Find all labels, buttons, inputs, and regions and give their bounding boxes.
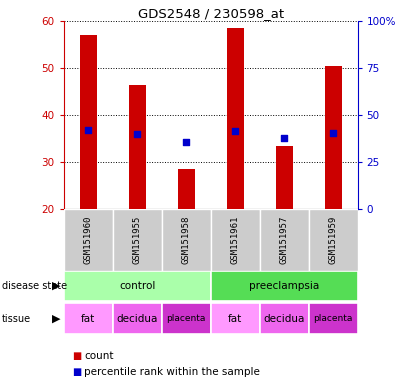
Bar: [309, 303, 358, 334]
Text: preeclampsia: preeclampsia: [249, 281, 319, 291]
Bar: [226, 28, 244, 209]
Bar: [211, 209, 260, 271]
Text: decidua: decidua: [263, 314, 305, 324]
Bar: [325, 66, 342, 209]
Bar: [129, 84, 146, 209]
Point: [330, 130, 336, 136]
Bar: [260, 303, 309, 334]
Bar: [178, 169, 195, 209]
Bar: [64, 271, 210, 301]
Bar: [210, 271, 358, 301]
Text: control: control: [119, 281, 155, 291]
Point: [281, 135, 287, 141]
Point: [232, 128, 238, 134]
Point: [134, 131, 141, 137]
Text: disease state: disease state: [2, 281, 67, 291]
Bar: [260, 209, 309, 271]
Bar: [64, 209, 113, 271]
Text: GSM151961: GSM151961: [231, 216, 240, 264]
Text: GSM151959: GSM151959: [328, 216, 337, 264]
Bar: [113, 209, 162, 271]
Text: tissue: tissue: [2, 314, 31, 324]
Text: GSM151957: GSM151957: [279, 216, 289, 264]
Bar: [162, 209, 211, 271]
Text: placenta: placenta: [166, 314, 206, 323]
Text: GSM151955: GSM151955: [133, 216, 142, 264]
Text: fat: fat: [228, 314, 242, 324]
Text: fat: fat: [81, 314, 95, 324]
Point: [85, 127, 92, 133]
Text: ▶: ▶: [52, 281, 61, 291]
Text: ■: ■: [72, 351, 81, 361]
Bar: [64, 303, 113, 334]
Text: percentile rank within the sample: percentile rank within the sample: [84, 367, 260, 377]
Bar: [113, 303, 162, 334]
Title: GDS2548 / 230598_at: GDS2548 / 230598_at: [138, 7, 284, 20]
Bar: [210, 303, 260, 334]
Bar: [80, 35, 97, 209]
Text: GSM151958: GSM151958: [182, 216, 191, 264]
Bar: [275, 146, 293, 209]
Text: GSM151960: GSM151960: [84, 216, 93, 264]
Point: [183, 139, 189, 145]
Bar: [309, 209, 358, 271]
Bar: [162, 303, 211, 334]
Text: ■: ■: [72, 367, 81, 377]
Text: count: count: [84, 351, 114, 361]
Text: placenta: placenta: [314, 314, 353, 323]
Text: decidua: decidua: [116, 314, 158, 324]
Text: ▶: ▶: [52, 314, 61, 324]
